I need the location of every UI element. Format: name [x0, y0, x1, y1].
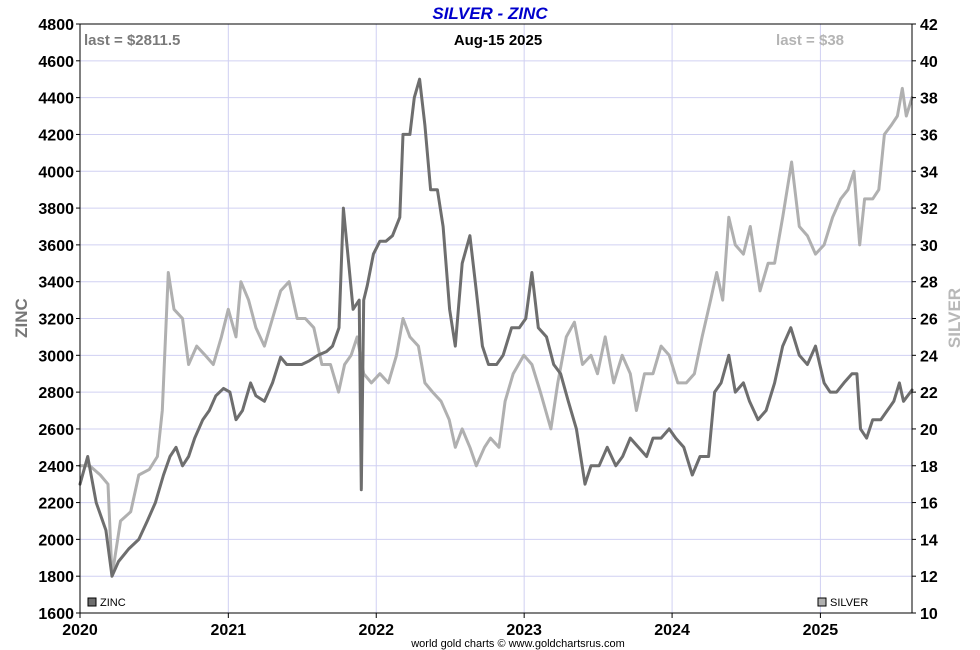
right-tick-label: 32	[920, 201, 938, 218]
left-tick-label: 3200	[38, 312, 74, 329]
left-tick-label: 3800	[38, 201, 74, 218]
legend-zinc-swatch	[87, 597, 97, 607]
zinc-series-line	[78, 77, 914, 578]
left-tick-label: 2800	[38, 385, 74, 402]
left-tick-label: 2000	[38, 532, 74, 549]
x-tick-label: 2025	[803, 622, 839, 639]
x-tick-label: 2021	[211, 622, 247, 639]
right-tick-label: 22	[920, 385, 938, 402]
gridlines	[79, 23, 912, 614]
right-tick-label: 26	[920, 312, 938, 329]
zinc-last-annotation: last = $2811.5	[84, 32, 180, 49]
left-tick-label: 2600	[38, 422, 74, 439]
right-tick-label: 12	[920, 569, 938, 586]
left-axis-label: ZINC	[12, 298, 31, 338]
left-tick-label: 1800	[38, 569, 74, 586]
left-axis-ticks: 1600 1800 2000 2200 2400 2600 2800 3000 3200 3400…	[38, 17, 80, 623]
left-tick-label: 3400	[38, 275, 74, 292]
left-tick-label: 2200	[38, 496, 74, 513]
right-tick-label: 40	[920, 54, 938, 71]
right-tick-label: 18	[920, 459, 938, 476]
right-tick-label: 34	[920, 164, 938, 181]
legend-silver-label: SILVER	[830, 597, 868, 609]
right-tick-label: 30	[920, 238, 938, 255]
left-tick-label: 4200	[38, 127, 74, 144]
right-tick-label: 36	[920, 127, 938, 144]
x-axis-ticks: 2020 2021 2022 2023 2024 2025	[62, 613, 838, 639]
x-tick-label: 2020	[62, 622, 98, 639]
left-tick-label: 1600	[38, 606, 74, 623]
x-tick-label: 2022	[358, 622, 394, 639]
silver-series-line	[78, 86, 914, 578]
right-tick-label: 14	[920, 532, 938, 549]
left-tick-label: 4000	[38, 164, 74, 181]
left-tick-label: 3600	[38, 238, 74, 255]
credit-text: world gold charts © www.goldchartsrus.co…	[410, 638, 625, 650]
legend-zinc-label: ZINC	[100, 597, 126, 609]
right-tick-label: 38	[920, 91, 938, 108]
legend-silver-swatch	[817, 597, 827, 607]
date-label: Aug-15 2025	[454, 32, 542, 49]
right-axis-label: SILVER	[945, 288, 964, 348]
right-tick-label: 28	[920, 275, 938, 292]
right-tick-label: 42	[920, 17, 938, 34]
x-tick-label: 2023	[506, 622, 542, 639]
silver-last-annotation: last = $38	[776, 32, 844, 49]
right-tick-label: 16	[920, 496, 938, 513]
chart-title: SILVER - ZINC	[432, 4, 548, 23]
right-tick-label: 24	[920, 348, 938, 365]
series-layer	[78, 77, 914, 578]
left-tick-label: 4800	[38, 17, 74, 34]
left-tick-label: 4600	[38, 54, 74, 71]
left-tick-label: 2400	[38, 459, 74, 476]
left-tick-label: 4400	[38, 91, 74, 108]
left-tick-label: 3000	[38, 348, 74, 365]
right-axis-ticks: 10 12 14 16 18 20 22 24 26 28 30 32 34 36 38 40 42	[912, 17, 938, 623]
right-tick-label: 10	[920, 606, 938, 623]
x-tick-label: 2024	[654, 622, 690, 639]
right-tick-label: 20	[920, 422, 938, 439]
